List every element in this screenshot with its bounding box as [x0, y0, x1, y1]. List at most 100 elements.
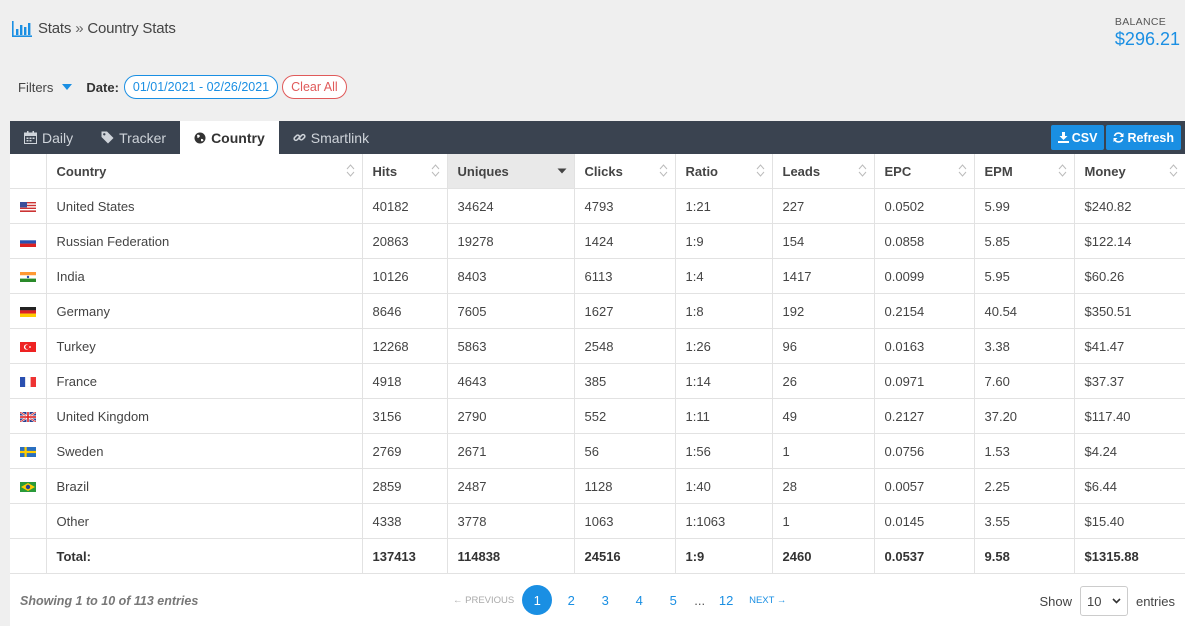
column-header-money[interactable]: Money	[1074, 154, 1185, 189]
page-button-3[interactable]: 3	[601, 592, 609, 608]
cell-uniques: 34624	[447, 188, 575, 224]
cell-epc: 0.0057	[874, 468, 975, 504]
total-label: Total:	[46, 538, 363, 574]
country-stats-table: Country Hits Uniques Clicks Ratio Leads …	[10, 154, 1185, 574]
clear-all-button[interactable]: Clear All	[282, 75, 347, 99]
tab-smartlink[interactable]: Smartlink	[279, 121, 383, 154]
column-header-epm[interactable]: EPM	[974, 154, 1075, 189]
caret-down-icon[interactable]	[62, 84, 73, 90]
total-hits: 137413	[362, 538, 448, 574]
cell-epc: 0.0145	[874, 503, 975, 539]
cell-country: Other	[46, 503, 363, 539]
previous-page-button[interactable]: ← PREVIOUS	[453, 594, 515, 606]
cell-money: $122.14	[1074, 223, 1185, 259]
stats-panel: Daily Tracker Country Smartlink CSV Refr…	[10, 121, 1185, 626]
cell-epm: 3.38	[974, 328, 1075, 364]
breadcrumb-separator: »	[75, 20, 84, 37]
cell-epc: 0.0971	[874, 363, 975, 399]
cell-clicks: 1063	[574, 503, 676, 539]
flag-cell	[10, 433, 47, 469]
tab-country[interactable]: Country	[180, 121, 279, 154]
page-button-4[interactable]: 4	[635, 592, 643, 608]
column-header-clicks[interactable]: Clicks	[574, 154, 676, 189]
table-footer: Showing 1 to 10 of 113 entries ← PREVIOU…	[10, 576, 1185, 626]
next-page-button[interactable]: NEXT →	[749, 594, 787, 606]
column-header-leads[interactable]: Leads	[772, 154, 875, 189]
cell-hits: 40182	[362, 188, 448, 224]
tab-daily[interactable]: Daily	[10, 121, 87, 154]
table-row: Brazil 2859 2487 1128 1:40 28 0.0057 2.2…	[10, 468, 1185, 504]
column-header-ratio[interactable]: Ratio	[675, 154, 773, 189]
cell-clicks: 4793	[574, 188, 676, 224]
cell-country: India	[46, 258, 363, 294]
column-header-uniques[interactable]: Uniques	[447, 154, 575, 189]
csv-button[interactable]: CSV	[1050, 125, 1105, 150]
flag-cell	[10, 363, 47, 399]
page-size-control: Show 10 entries	[1039, 586, 1175, 616]
cell-uniques: 8403	[447, 258, 575, 294]
cell-money: $240.82	[1074, 188, 1185, 224]
cell-country: Sweden	[46, 433, 363, 469]
tag-icon	[101, 131, 114, 144]
flag-cell	[10, 503, 47, 539]
breadcrumb-root[interactable]: Stats	[38, 20, 72, 37]
cell-money: $41.47	[1074, 328, 1185, 364]
sort-icon	[756, 164, 764, 177]
page-size-value: 10	[1086, 593, 1102, 609]
cell-epm: 5.95	[974, 258, 1075, 294]
filters-bar: Filters Date: 01/01/2021 - 02/26/2021 Cl…	[18, 75, 347, 99]
cell-money: $117.40	[1074, 398, 1185, 434]
sort-icon	[1169, 164, 1178, 177]
flag-column-header	[10, 154, 47, 189]
link-icon	[293, 133, 306, 142]
table-row: Germany 8646 7605 1627 1:8 192 0.2154 40…	[10, 293, 1185, 329]
flag-cell	[10, 398, 47, 434]
cell-leads: 49	[772, 398, 875, 434]
total-uniques: 114838	[447, 538, 575, 574]
refresh-button[interactable]: Refresh	[1106, 125, 1181, 150]
page-button-2[interactable]: 2	[567, 592, 575, 608]
column-header-country[interactable]: Country	[46, 154, 363, 189]
cell-uniques: 4643	[447, 363, 575, 399]
column-header-label: Clicks	[584, 163, 623, 179]
date-range-picker[interactable]: 01/01/2021 - 02/26/2021	[123, 75, 279, 99]
tab-tracker[interactable]: Tracker	[87, 121, 180, 154]
page-size-select[interactable]: 10	[1079, 586, 1128, 616]
sort-icon	[431, 164, 439, 177]
sort-icon	[659, 164, 667, 177]
chevron-down-icon	[1112, 598, 1121, 604]
flag-br-icon	[20, 482, 36, 493]
column-header-epc[interactable]: EPC	[874, 154, 975, 189]
table-row: Russian Federation 20863 19278 1424 1:9 …	[10, 223, 1185, 259]
filters-label[interactable]: Filters	[18, 79, 54, 95]
column-header-label: EPC	[884, 163, 912, 179]
column-header-label: Uniques	[457, 163, 509, 179]
column-header-hits[interactable]: Hits	[362, 154, 448, 189]
page-button-5[interactable]: 5	[669, 592, 677, 608]
cell-clicks: 56	[574, 433, 676, 469]
page-button-1[interactable]: 1	[522, 585, 553, 615]
cell-country: Turkey	[46, 328, 363, 364]
total-money: $1315.88	[1074, 538, 1185, 574]
table-row: United Kingdom 3156 2790 552 1:11 49 0.2…	[10, 398, 1185, 434]
table-actions: CSV Refresh	[1049, 125, 1181, 150]
flag-gb-icon	[20, 412, 36, 423]
page-button-12[interactable]: 12	[718, 592, 734, 608]
cell-country: United States	[46, 188, 363, 224]
cell-money: $15.40	[1074, 503, 1185, 539]
cell-ratio: 1:4	[675, 258, 773, 294]
flag-tr-icon	[20, 342, 36, 353]
cell-clicks: 2548	[574, 328, 676, 364]
cell-hits: 3156	[362, 398, 448, 434]
cell-ratio: 1:9	[675, 223, 773, 259]
cell-clicks: 1424	[574, 223, 676, 259]
cell-money: $4.24	[1074, 433, 1185, 469]
table-header-row: Country Hits Uniques Clicks Ratio Leads …	[10, 154, 1185, 189]
cell-clicks: 552	[574, 398, 676, 434]
cell-ratio: 1:56	[675, 433, 773, 469]
cell-country: Germany	[46, 293, 363, 329]
pagination: ← PREVIOUS 1 2 3 4 5 ... 12 NEXT →	[453, 585, 786, 615]
cell-leads: 28	[772, 468, 875, 504]
cell-epm: 7.60	[974, 363, 1075, 399]
cell-epm: 5.99	[974, 188, 1075, 224]
